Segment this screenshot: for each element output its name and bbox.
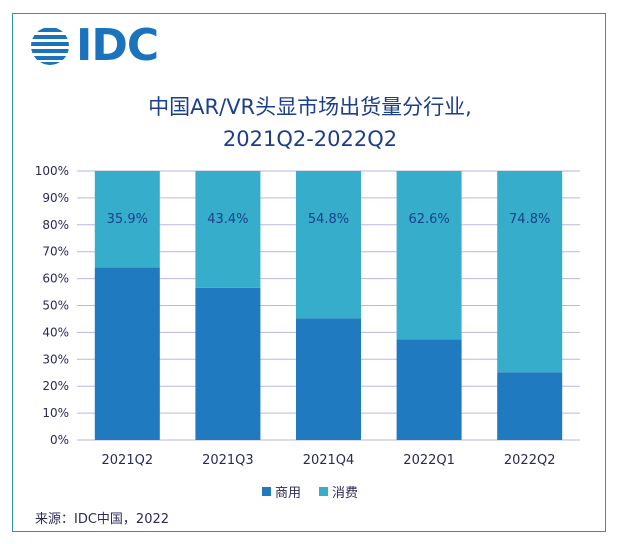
bar-consumer <box>296 171 361 319</box>
x-tick-label: 2022Q1 <box>403 453 455 468</box>
x-tick-label: 2021Q4 <box>303 453 355 468</box>
bar-commercial <box>94 267 160 440</box>
source-note: 来源：IDC中国，2022 <box>35 512 170 527</box>
y-tick-label: 10% <box>42 406 69 420</box>
x-tick-label: 2022Q2 <box>504 453 556 468</box>
bar-commercial <box>396 339 462 440</box>
x-tick-label: 2021Q2 <box>102 453 154 468</box>
bar-commercial <box>195 287 261 440</box>
y-tick-label: 30% <box>42 352 69 366</box>
legend-label-consumer: 消费 <box>332 486 359 501</box>
data-label: 54.8% <box>308 212 349 227</box>
idc-globe-icon <box>31 28 69 65</box>
idc-logo: IDC <box>30 20 159 71</box>
legend-label-commercial: 商用 <box>274 486 301 501</box>
bar-consumer <box>497 171 563 373</box>
data-label: 43.4% <box>207 212 248 227</box>
y-tick-label: 70% <box>42 245 69 259</box>
y-tick-label: 20% <box>42 379 69 393</box>
legend-item-commercial: 商用 <box>261 482 301 501</box>
y-tick-label: 100% <box>35 164 69 178</box>
y-tick-label: 40% <box>42 325 69 339</box>
data-label: 35.9% <box>107 212 148 227</box>
y-tick-label: 0% <box>50 433 69 447</box>
legend-swatch-commercial <box>261 487 271 496</box>
y-tick-label: 90% <box>42 191 69 205</box>
bar-consumer <box>396 171 462 340</box>
x-tick-label: 2021Q3 <box>202 453 254 468</box>
legend-item-consumer: 消费 <box>319 482 358 501</box>
chart-title: 中国AR/VR头显市场出货量分行业, <box>148 95 472 119</box>
bar-commercial <box>296 318 361 440</box>
legend-swatch-consumer <box>319 487 328 496</box>
y-tick-label: 60% <box>42 272 69 286</box>
bar-consumer <box>195 171 261 288</box>
y-tick-label: 80% <box>42 218 69 232</box>
legend: 商用 消费 <box>0 482 620 501</box>
chart-subtitle: 2021Q2-2022Q2 <box>222 127 398 151</box>
y-tick-label: 50% <box>42 299 69 313</box>
logo-text: IDC <box>76 20 159 71</box>
chart-frame <box>12 13 606 532</box>
bar-commercial <box>497 372 563 440</box>
data-label: 74.8% <box>509 212 550 227</box>
data-label: 62.6% <box>408 212 449 227</box>
bar-consumer <box>94 171 160 268</box>
